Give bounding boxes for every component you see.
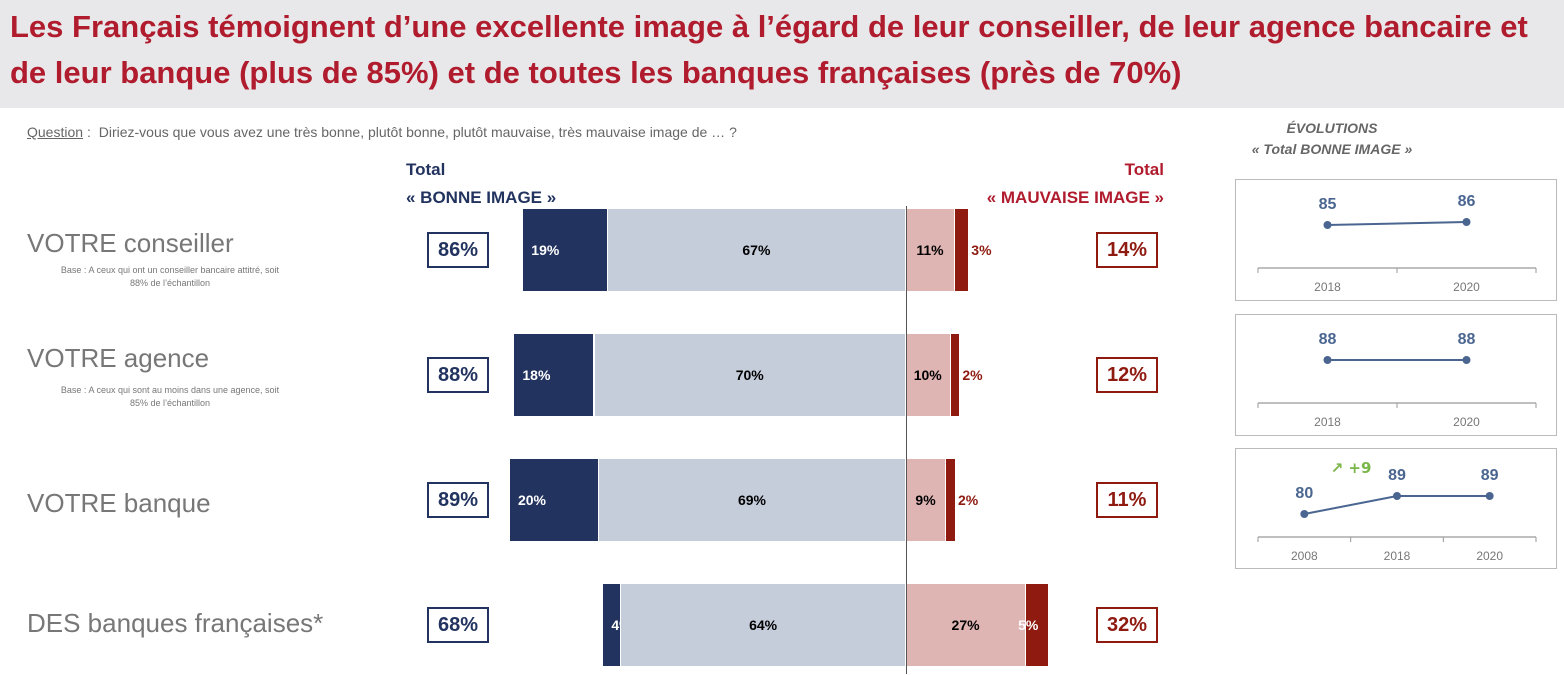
category-label: DES banques françaises* [27,608,324,638]
header-good-1: Total [406,160,446,179]
segment-label: 69% [737,492,766,508]
data-label: 86 [1458,193,1476,210]
bar-segment-plutot_bonne: 70% [594,334,906,416]
data-label: 80 [1295,485,1313,502]
data-label: 89 [1388,467,1406,484]
evolution-chart: 85 2018 86 2020 [1235,179,1557,301]
bar-segment-tres_bonne: 19% [523,209,608,291]
segment-label: 67% [742,242,771,258]
bar-segment-plutot_bonne: 69% [598,459,906,541]
evolution-chart: 80 2008 89 2018 89 2020 ↗ +9 [1235,448,1557,569]
total-mauvaise-box: 12% [1096,357,1158,393]
x-tick-label: 2008 [1291,549,1318,563]
bar-segment-plutot_bonne: 67% [607,209,906,291]
evolutions-title-2: « Total BONNE IMAGE » [1251,141,1413,157]
total-mauvaise-box: 32% [1096,607,1158,643]
question-sep: : [87,124,91,140]
header-good: Total « BONNE IMAGE » [406,156,556,212]
segment-label: 10% [913,367,942,383]
evolutions-title-1: ÉVOLUTIONS [1286,120,1378,136]
segment-label: 18% [522,367,551,383]
segment-label: 27% [951,617,980,633]
segment-label: 2% [957,492,979,508]
header-bad-1: Total [1124,160,1164,179]
question: Question: Diriez-vous que vous avez une … [27,124,737,140]
header: Les Français témoignent d’une excellente… [0,0,1564,108]
segment-label: 9% [915,492,936,508]
total-mauvaise-box: 11% [1096,482,1158,518]
header-good-2: « BONNE IMAGE » [406,188,557,207]
bar-segment-plutot_mauvaise: 9% [906,459,947,541]
delta-annotation: ↗ +9 [1331,459,1372,477]
bar-segment-plutot_mauvaise: 10% [906,334,951,416]
page-title: Les Français témoignent d’une excellente… [10,9,1528,90]
data-point [1485,492,1494,500]
segment-label: 11% [916,242,944,258]
data-point [1323,221,1332,229]
total-mauvaise-box: 14% [1096,232,1158,268]
total-bonne-box: 86% [427,232,489,268]
zero-axis [906,206,907,674]
total-bonne-box: 89% [427,482,489,518]
data-point [1393,492,1401,500]
category-label: VOTRE banque [27,488,211,518]
x-tick-label: 2020 [1453,415,1480,429]
category-label: VOTRE agence [27,343,210,373]
header-bad-2: « MAUVAISE IMAGE » [986,188,1164,207]
segment-label: 3% [971,242,992,258]
bar-segment-tres_bonne: 18% [514,334,595,416]
data-point [1300,510,1309,518]
segment-label: 19% [531,242,560,258]
data-label: 85 [1319,196,1337,213]
x-tick-label: 2018 [1314,415,1341,429]
segment-label: 70% [735,367,764,383]
total-bonne-box: 68% [427,607,489,643]
bar-segment-plutot_mauvaise: 27% [906,584,1027,666]
x-tick-label: 2020 [1476,549,1503,563]
data-label: 89 [1481,467,1499,484]
question-text: Diriez-vous que vous avez une très bonne… [98,124,737,140]
bar-segment-plutot_mauvaise: 11% [906,209,955,291]
bar-segment-tres_bonne: 4% [603,584,632,666]
segment-label: 5% [1018,617,1039,633]
bar-segment-tres_bonne: 20% [509,459,599,541]
evolutions-title: ÉVOLUTIONS « Total BONNE IMAGE » [1232,118,1432,160]
evolution-chart: 88 2018 88 2020 [1235,314,1557,436]
x-tick-label: 2020 [1453,280,1480,294]
data-point [1323,356,1332,364]
data-point [1462,356,1471,364]
segment-label: 2% [962,367,983,383]
header-bad: Total « MAUVAISE IMAGE » [987,156,1164,212]
question-label: Question [27,124,84,140]
category-label: VOTRE conseiller [27,228,234,258]
bar-segment-tres_mauvaise: 3% [954,209,992,291]
data-label: 88 [1458,331,1476,348]
data-point [1462,218,1471,226]
bar-segment-plutot_bonne: 64% [621,584,906,666]
base-note: Base : A ceux qui ont un conseiller banc… [60,265,280,288]
data-label: 88 [1319,331,1337,348]
base-note: Base : A ceux qui sont au moins dans une… [60,385,280,408]
bar-segment-tres_mauvaise: 2% [946,459,978,541]
x-tick-label: 2018 [1314,280,1341,294]
total-bonne-box: 88% [427,357,489,393]
segment-label: 20% [517,492,546,508]
bar-segment-tres_mauvaise: 5% [1018,584,1049,666]
bar-segment-tres_mauvaise: 2% [950,334,983,416]
segment-label: 64% [749,617,778,633]
x-tick-label: 2018 [1384,549,1411,563]
series-line [1327,221,1467,226]
